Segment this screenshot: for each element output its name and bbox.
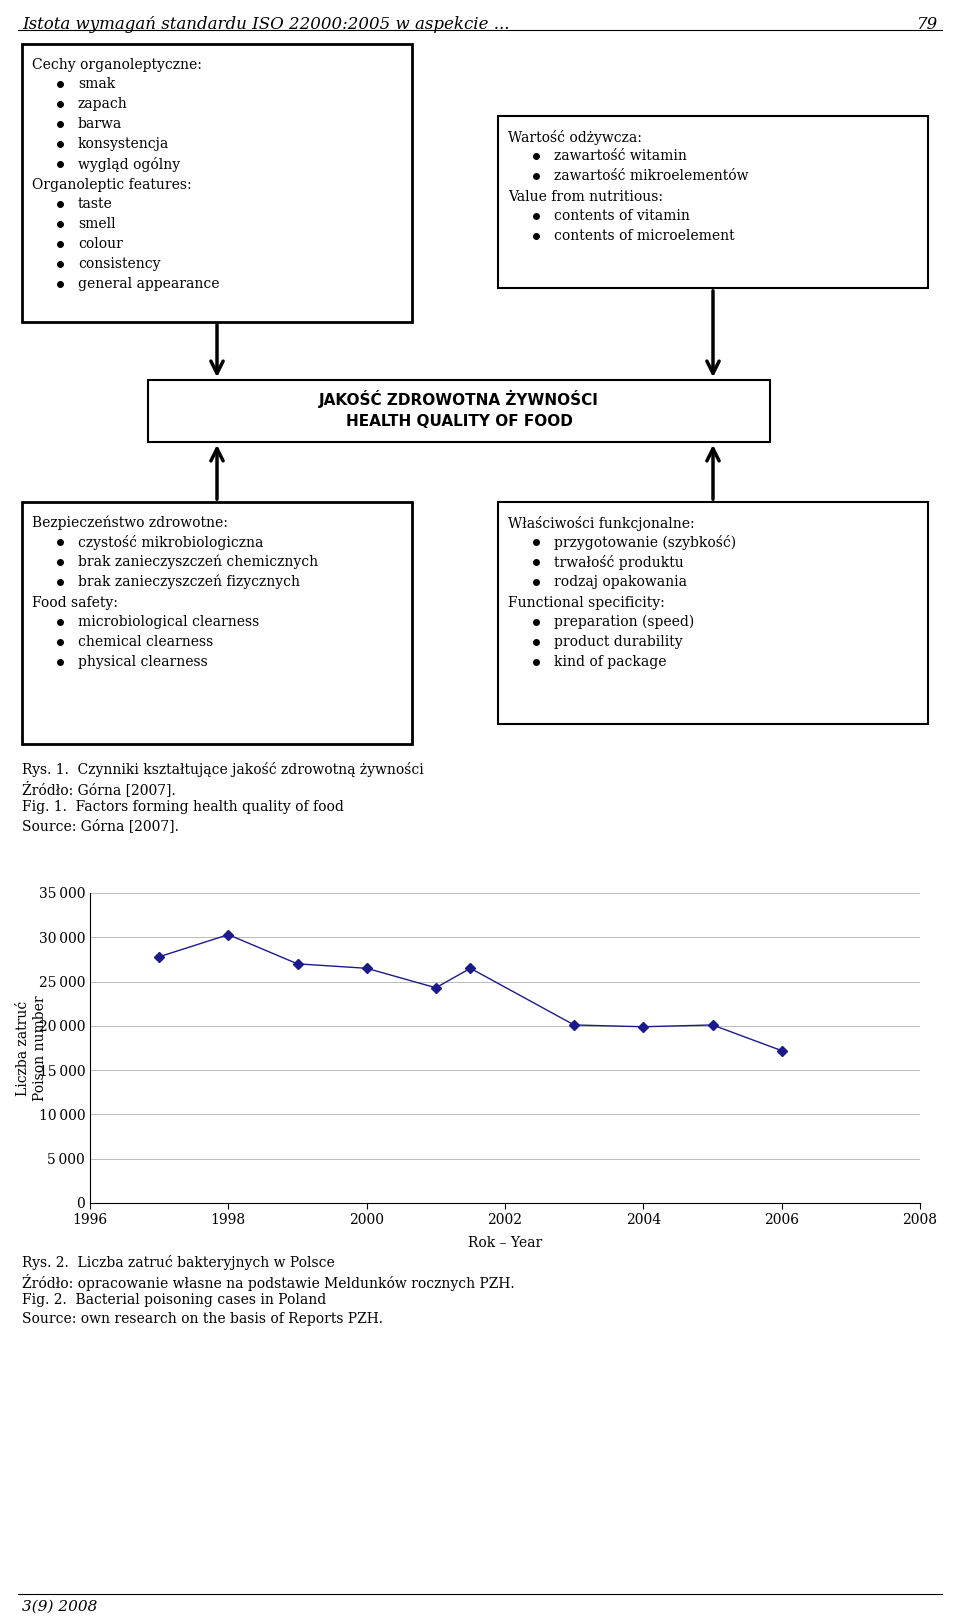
- Y-axis label: Liczba zatruć
Poison number: Liczba zatruć Poison number: [16, 996, 47, 1101]
- X-axis label: Rok – Year: Rok – Year: [468, 1236, 542, 1249]
- Bar: [498, 117, 928, 289]
- Text: product durability: product durability: [554, 634, 683, 649]
- Text: Fig. 2.  Bacterial poisoning cases in Poland: Fig. 2. Bacterial poisoning cases in Pol…: [22, 1293, 326, 1307]
- Text: microbiological clearness: microbiological clearness: [78, 615, 259, 629]
- Text: brak zanieczyszczeń chemicznych: brak zanieczyszczeń chemicznych: [78, 555, 318, 569]
- Text: zawartość witamin: zawartość witamin: [554, 149, 686, 162]
- Bar: [22, 44, 412, 323]
- Text: rodzaj opakowania: rodzaj opakowania: [554, 576, 687, 589]
- Text: czystość mikrobiologiczna: czystość mikrobiologiczna: [78, 535, 263, 550]
- Text: Value from nutritious:: Value from nutritious:: [508, 190, 663, 204]
- Text: Wartość odżywcza:: Wartość odżywcza:: [508, 130, 642, 144]
- Text: HEALTH QUALITY OF FOOD: HEALTH QUALITY OF FOOD: [346, 414, 572, 428]
- Text: Źródło: opracowanie własne na podstawie Meldunków rocznych PZH.: Źródło: opracowanie własne na podstawie …: [22, 1273, 515, 1291]
- Text: Źródło: Górna [2007].: Źródło: Górna [2007].: [22, 782, 176, 796]
- Text: barwa: barwa: [78, 117, 122, 131]
- Text: zawartość mikroelementów: zawartość mikroelementów: [554, 169, 749, 183]
- Text: Fig. 1.  Factors forming health quality of food: Fig. 1. Factors forming health quality o…: [22, 800, 344, 814]
- Text: Rys. 1.  Czynniki kształtujące jakość zdrowotną żywności: Rys. 1. Czynniki kształtujące jakość zdr…: [22, 762, 423, 777]
- Text: taste: taste: [78, 196, 112, 211]
- Text: chemical clearness: chemical clearness: [78, 634, 213, 649]
- Text: Istota wymagań standardu ISO 22000:2005 w aspekcie ...: Istota wymagań standardu ISO 22000:2005 …: [22, 16, 510, 32]
- Text: Rys. 2.  Liczba zatruć bakteryjnych w Polsce: Rys. 2. Liczba zatruć bakteryjnych w Pol…: [22, 1255, 335, 1270]
- Text: smell: smell: [78, 217, 115, 230]
- Text: colour: colour: [78, 237, 123, 251]
- Bar: [22, 501, 412, 744]
- Text: contents of microelement: contents of microelement: [554, 229, 734, 243]
- Text: zapach: zapach: [78, 97, 128, 110]
- Text: 3(9) 2008: 3(9) 2008: [22, 1599, 97, 1614]
- Text: trwałość produktu: trwałość produktu: [554, 555, 684, 569]
- Text: wygląd ogólny: wygląd ogólny: [78, 156, 180, 172]
- Text: preparation (speed): preparation (speed): [554, 615, 694, 629]
- Text: Cechy organoleptyczne:: Cechy organoleptyczne:: [32, 58, 202, 71]
- Text: Bezpieczeństwo zdrowotne:: Bezpieczeństwo zdrowotne:: [32, 516, 228, 530]
- Text: Organoleptic features:: Organoleptic features:: [32, 178, 192, 191]
- Text: consistency: consistency: [78, 256, 160, 271]
- Text: Source: own research on the basis of Reports PZH.: Source: own research on the basis of Rep…: [22, 1312, 383, 1327]
- Text: brak zanieczyszczeń fizycznych: brak zanieczyszczeń fizycznych: [78, 574, 300, 589]
- Text: 79: 79: [917, 16, 938, 32]
- Text: Food safety:: Food safety:: [32, 595, 118, 610]
- Text: smak: smak: [78, 76, 115, 91]
- Text: przygotowanie (szybkość): przygotowanie (szybkość): [554, 535, 736, 550]
- Text: konsystencja: konsystencja: [78, 136, 169, 151]
- Text: contents of vitamin: contents of vitamin: [554, 209, 690, 222]
- Text: JAKOŚĆ ZDROWOTNA ŻYWNOŚCI: JAKOŚĆ ZDROWOTNA ŻYWNOŚCI: [319, 389, 599, 409]
- Text: kind of package: kind of package: [554, 655, 666, 668]
- Text: physical clearness: physical clearness: [78, 655, 207, 668]
- Text: Właściwości funkcjonalne:: Właściwości funkcjonalne:: [508, 516, 695, 530]
- Text: Source: Górna [2007].: Source: Górna [2007].: [22, 819, 179, 834]
- Text: general appearance: general appearance: [78, 277, 220, 290]
- Bar: [498, 501, 928, 723]
- Bar: [148, 380, 770, 443]
- Text: Functional specificity:: Functional specificity:: [508, 595, 664, 610]
